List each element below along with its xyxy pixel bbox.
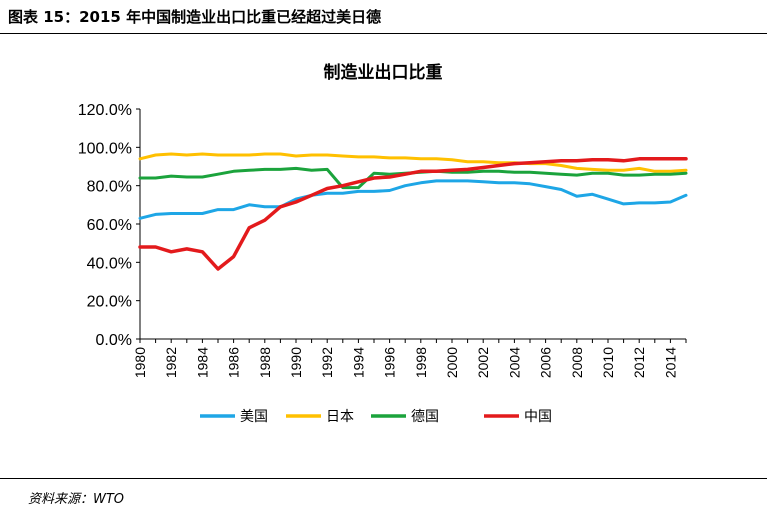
y-tick-label: 120.0% [78, 102, 132, 119]
top-rule [0, 33, 767, 34]
legend-label: 德国 [411, 409, 439, 425]
legend-label: 美国 [240, 409, 268, 425]
chart-title: 制造业出口比重 [324, 62, 443, 83]
line-chart: 制造业出口比重 0.0% 20.0% 40.0% 60.0% 80.0% 100.0% 12… [78, 62, 688, 425]
y-tick-label: 20.0% [87, 294, 132, 311]
x-tick-label: 1996 [382, 347, 398, 378]
plot-area [138, 152, 688, 271]
x-tick-label: 1980 [132, 347, 148, 378]
figure-title: 图表 15：2015 年中国制造业出口比重已经超过美日德 [8, 8, 382, 26]
x-tick-label: 1984 [194, 347, 210, 378]
y-tick-label: 0.0% [96, 332, 132, 349]
x-tick-label: 2012 [631, 347, 647, 378]
x-tick-label: 2006 [538, 347, 554, 378]
y-tick-label: 80.0% [87, 179, 132, 196]
x-tick-label: 2002 [475, 347, 491, 378]
source-note: 资料来源：WTO [28, 492, 125, 507]
x-tick-label: 1998 [413, 347, 429, 378]
x-tick-label: 2004 [506, 347, 522, 378]
legend: 美国 日本 德国 中国 [200, 409, 552, 425]
x-tick-label: 1982 [163, 347, 179, 378]
bottom-rule [0, 478, 767, 479]
x-tick-label: 2010 [600, 347, 616, 378]
axes: 0.0% 20.0% 40.0% 60.0% 80.0% 100.0% 120.0% 1980… [78, 102, 687, 378]
x-tick-label: 1992 [319, 347, 335, 378]
legend-label: 日本 [326, 409, 354, 425]
x-tick-label: 1988 [257, 347, 273, 378]
series-line-4 [138, 157, 688, 271]
x-tick-label: 2000 [444, 347, 460, 378]
y-tick-label: 40.0% [87, 255, 132, 272]
x-tick-label: 1990 [288, 347, 304, 378]
x-tick-label: 2014 [662, 347, 678, 378]
series-line-1 [138, 179, 688, 220]
x-tick-label: 1986 [226, 347, 242, 378]
x-tick-label: 2008 [569, 347, 585, 378]
y-tick-label: 100.0% [78, 140, 132, 157]
series-line-2 [138, 152, 688, 173]
y-tick-label: 60.0% [87, 217, 132, 234]
legend-label: 中国 [524, 409, 552, 425]
x-tick-label: 1994 [350, 347, 366, 378]
